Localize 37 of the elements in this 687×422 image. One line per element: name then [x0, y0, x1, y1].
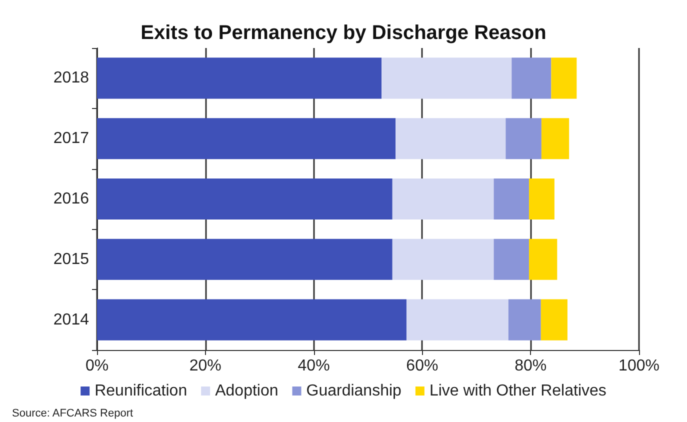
legend-label: Adoption — [215, 382, 278, 400]
legend-label: Reunification — [94, 382, 188, 400]
legend-label: Live with Other Relatives — [429, 382, 606, 400]
bar — [97, 58, 382, 99]
bar — [97, 178, 392, 220]
source-note: Source: AFCARS Report — [12, 408, 134, 420]
bar — [406, 299, 508, 340]
bar — [97, 299, 406, 340]
bar — [506, 118, 542, 160]
bar — [551, 58, 577, 99]
bar — [97, 238, 392, 280]
y-tick-label: 2016 — [53, 190, 90, 208]
bar — [97, 118, 396, 160]
x-tick-label: 80% — [514, 358, 547, 374]
bar — [512, 58, 552, 99]
y-tick-label: 2015 — [53, 250, 90, 268]
legend-label: Guardianship — [306, 382, 402, 400]
y-tick-label: 2014 — [53, 311, 90, 328]
x-tick-label: 0% — [85, 358, 109, 374]
bar — [508, 299, 541, 340]
bar — [541, 118, 570, 160]
bar — [382, 58, 512, 99]
bar — [392, 238, 494, 280]
bar — [392, 178, 494, 220]
x-tick-label: 20% — [189, 358, 222, 374]
y-tick-label: 2018 — [53, 70, 90, 87]
bar — [528, 238, 558, 280]
x-tick-label: 40% — [298, 358, 330, 374]
x-tick-label: 100% — [618, 358, 660, 374]
chart-title: Exits to Permanency by Discharge Reason — [140, 22, 546, 44]
x-tick-label: 60% — [406, 358, 438, 374]
bar — [540, 299, 568, 340]
bar — [528, 178, 554, 220]
bar — [494, 238, 529, 280]
bar — [396, 118, 506, 160]
y-tick-label: 2017 — [53, 130, 90, 148]
bar — [494, 178, 529, 220]
